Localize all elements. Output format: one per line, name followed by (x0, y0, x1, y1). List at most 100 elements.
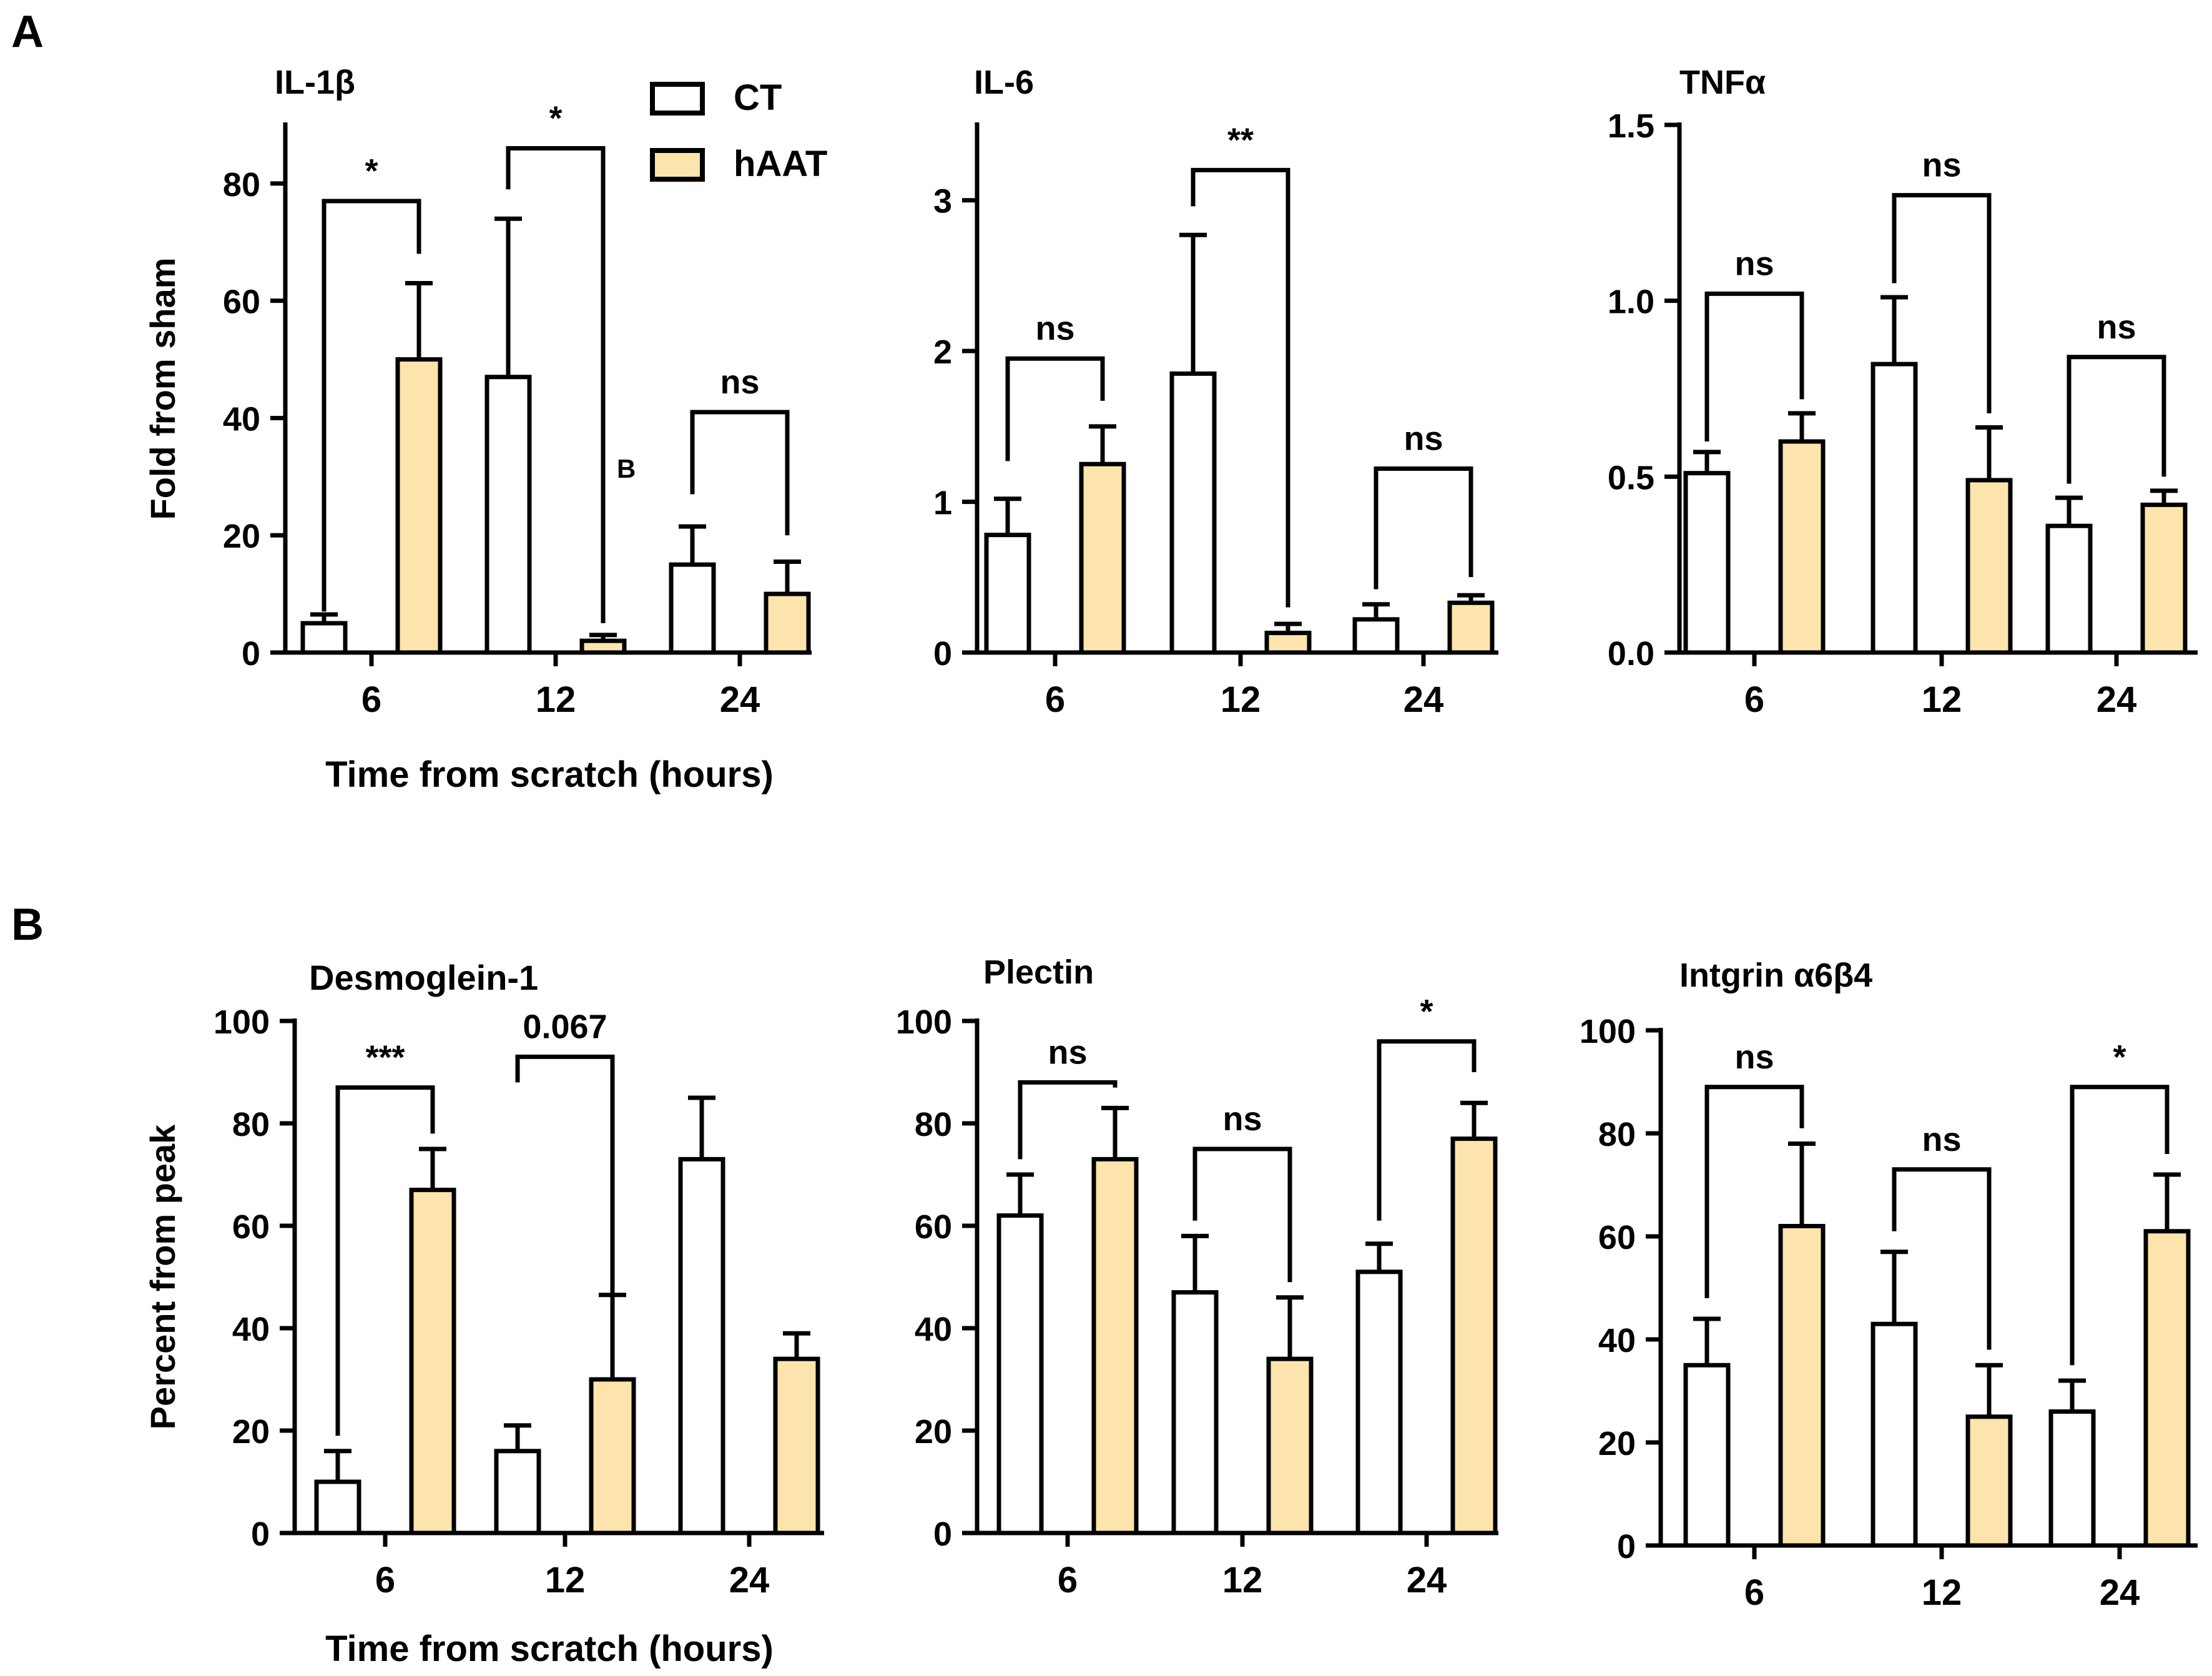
chart-5: Plectin 6 12 24 0 20 40 60 80 100 ns ns * (896, 954, 1498, 1600)
bar-haat-24 (764, 591, 811, 655)
x-tick-label: 24 (1407, 1560, 1447, 1600)
panel-label-b: B (11, 900, 44, 950)
y-tick-label: 40 (232, 1311, 270, 1348)
bar-haat-24 (1450, 1136, 1498, 1536)
y-tick-label: 60 (915, 1208, 952, 1246)
bar-ct-6 (996, 1213, 1044, 1536)
y-tick-label: 0 (242, 635, 260, 673)
x-tick-label: 12 (1922, 1572, 1962, 1613)
significance-bracket (506, 146, 606, 624)
bar-haat-6 (1079, 461, 1126, 655)
stray-label-b: B (617, 454, 636, 483)
significance-bracket (1191, 167, 1290, 608)
bar-ct-12 (494, 1449, 541, 1536)
x-axis-label: Time from scratch (hours) (325, 754, 774, 795)
y-tick-label: 20 (232, 1413, 270, 1451)
significance-label: 0.067 (523, 1008, 607, 1045)
y-tick-label: 1.0 (1608, 283, 1654, 321)
chart-3: TNFα 6 12 24 0.0 0.5 1.0 1.5 ns ns ns (1608, 64, 2198, 720)
legend-label-haat: hAAT (734, 144, 827, 184)
bar-ct-24 (2045, 523, 2093, 655)
significance-bracket (335, 1085, 435, 1436)
y-tick-label: 3 (933, 183, 952, 220)
chart-title: IL-1β (275, 64, 355, 101)
bar-haat-24 (2140, 502, 2188, 655)
bar-haat-24 (773, 1356, 820, 1536)
significance-bracket (1892, 193, 1992, 413)
bar-ct-12 (484, 375, 532, 655)
significance-bracket (1374, 466, 1473, 589)
significance-label: * (365, 152, 378, 190)
significance-label: * (2113, 1038, 2126, 1076)
bar-ct-6 (314, 1479, 361, 1536)
significance-label: ns (2096, 308, 2136, 346)
y-tick-label: 2 (933, 333, 952, 371)
bar-haat-6 (409, 1188, 456, 1536)
significance-bracket (1704, 1085, 1804, 1298)
bar-haat-24 (2143, 1229, 2191, 1548)
significance-bracket (1192, 1146, 1292, 1283)
significance-bracket (2070, 1085, 2170, 1366)
y-tick-label: 100 (214, 1003, 270, 1041)
bar-haat-6 (1778, 1224, 1826, 1548)
y-tick-label: 60 (232, 1208, 270, 1246)
significance-label: ns (1035, 310, 1074, 347)
y-tick-label: 100 (1580, 1013, 1636, 1050)
bar-haat-12 (1266, 1356, 1314, 1536)
significance-label: ** (1227, 121, 1254, 159)
bar-haat-12 (589, 1377, 636, 1536)
bar-ct-24 (669, 562, 716, 655)
x-tick-label: 6 (361, 679, 381, 720)
bar-ct-12 (1171, 1290, 1219, 1536)
bar-ct-6 (1683, 471, 1731, 655)
legend-swatch-ct (650, 82, 705, 116)
significance-bracket (1018, 1080, 1118, 1160)
x-tick-label: 24 (1403, 679, 1444, 720)
significance-bracket (690, 410, 790, 536)
y-tick-label: 40 (915, 1311, 952, 1348)
chart-title: IL-6 (974, 64, 1034, 101)
x-tick-label: 6 (1045, 679, 1065, 720)
significance-label: * (1420, 993, 1433, 1030)
x-tick-label: 24 (720, 679, 760, 720)
significance-label: ns (1403, 420, 1443, 457)
bar-ct-24 (1355, 1269, 1403, 1536)
y-tick-label: 1 (933, 485, 952, 522)
y-tick-label: 20 (915, 1413, 952, 1451)
x-tick-label: 12 (1222, 1560, 1263, 1600)
significance-bracket (1005, 356, 1105, 461)
y-axis-label: Fold from sham (143, 257, 182, 520)
y-tick-label: 0 (933, 1516, 952, 1553)
bar-haat-12 (1965, 478, 2013, 655)
y-tick-label: 80 (1598, 1116, 1636, 1153)
bar-haat-6 (1091, 1156, 1139, 1536)
x-tick-label: 12 (1922, 679, 1962, 720)
significance-label: *** (365, 1039, 405, 1077)
chart-title: Plectin (983, 954, 1094, 991)
x-tick-label: 12 (1221, 679, 1261, 720)
bar-ct-24 (1352, 617, 1400, 655)
bar-ct-6 (1683, 1363, 1731, 1548)
significance-label: ns (1222, 1100, 1262, 1138)
y-tick-label: 80 (915, 1106, 952, 1143)
x-tick-label: 12 (536, 679, 576, 720)
significance-label: ns (720, 363, 759, 401)
significance-label: ns (1048, 1033, 1087, 1071)
significance-bracket (515, 1054, 615, 1318)
bar-ct-24 (2048, 1409, 2096, 1548)
y-tick-label: 20 (1598, 1425, 1636, 1462)
y-tick-label: 0 (251, 1516, 270, 1553)
x-tick-label: 6 (375, 1560, 395, 1600)
x-tick-label: 6 (1058, 1560, 1078, 1600)
legend: CT hAAT (650, 77, 827, 184)
significance-label: ns (1922, 1121, 1961, 1158)
y-tick-label: 0.0 (1608, 635, 1654, 673)
significance-bracket (1377, 1039, 1477, 1221)
y-tick-label: 80 (223, 166, 260, 204)
chart-4: Desmoglein-1 6 12 24 0 20 40 60 80 100 *** 0.067 Per… (143, 958, 824, 1669)
chart-1: IL-1β 6 12 24 0 20 40 60 80 * * ns Fold from sham Tim… (143, 64, 812, 795)
chart-title: Intgrin α6β4 (1679, 957, 1872, 994)
legend-label-ct: CT (734, 77, 782, 118)
